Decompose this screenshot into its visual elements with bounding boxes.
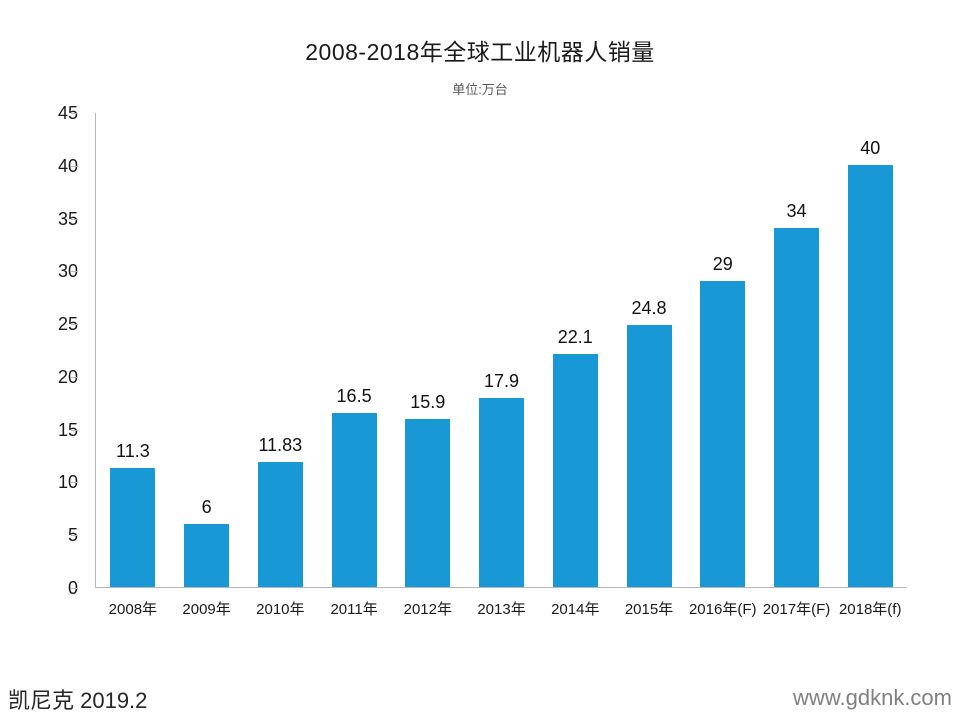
website-url: www.gdknk.com [793, 685, 952, 710]
x-tick-label: 2014年 [551, 601, 600, 618]
bar [331, 412, 377, 587]
y-tick-mark [71, 376, 78, 378]
bar [405, 419, 451, 587]
bar-value-label: 34 [786, 201, 807, 222]
bar-slot: 29 [686, 113, 760, 587]
bar-value-label: 40 [860, 137, 881, 158]
bar [700, 280, 746, 587]
y-tick-mark [71, 324, 78, 326]
bar-value-label: 11.83 [258, 435, 303, 456]
y-tick-label: 40 [57, 155, 78, 176]
y-tick-label: 35 [57, 208, 78, 229]
y-tick-mark [71, 218, 78, 220]
bar-slot: 11.3 [96, 113, 170, 587]
y-tick-mark [71, 535, 78, 537]
bar-slot: 11.83 [243, 113, 317, 587]
y-tick-label: 20 [57, 366, 78, 387]
x-tick-label: 2017年(F) [762, 601, 831, 618]
bars-container: 11.3 6 11.83 16.5 15.9 17.9 22.1 24.8 29 34 40 [96, 113, 907, 587]
brand-text: 凯尼克 2019.2 [8, 688, 148, 713]
bar-slot: 16.5 [317, 113, 391, 587]
bar-value-label: 22.1 [557, 326, 593, 347]
y-tick-mark [71, 482, 78, 484]
bar-value-label: 11.3 [116, 440, 150, 461]
y-tick-label: 10 [57, 472, 78, 493]
x-tick-label: 2018年(f) [838, 601, 902, 618]
x-tick-label: 2016年(F) [688, 601, 757, 618]
y-tick-label: 15 [57, 419, 78, 440]
bar [773, 228, 819, 587]
y-axis: 0 5 10 15 20 25 30 35 40 45 [26, 104, 78, 597]
bar-slot: 22.1 [538, 113, 612, 587]
bar-slot: 15.9 [391, 113, 465, 587]
y-tick-label: 25 [57, 314, 78, 335]
bar-slot: 6 [170, 113, 244, 587]
bar [110, 467, 156, 587]
bar [184, 523, 230, 587]
bar [552, 353, 598, 587]
bar-value-label: 29 [712, 253, 733, 274]
bar-value-label: 15.9 [410, 392, 446, 413]
bar-slot: 34 [760, 113, 834, 587]
y-tick-mark [71, 429, 78, 431]
x-tick-label: 2009年 [182, 601, 231, 618]
x-axis-labels: 2008年 2009年 2010年 2011年 2012年 2013年 2014年 2015年… [96, 598, 907, 619]
bar-value-label: 16.5 [336, 385, 372, 406]
bar-value-label: 17.9 [484, 371, 520, 392]
bar-value-label: 24.8 [631, 298, 667, 319]
bar-slot: 24.8 [612, 113, 686, 587]
x-tick-label: 2012年 [403, 601, 452, 618]
y-tick-mark [71, 113, 78, 114]
bar-slot: 17.9 [465, 113, 539, 587]
chart-title: 2008-2018年全球工业机器人销量 [305, 39, 655, 65]
bar-slot: 40 [833, 113, 907, 587]
x-tick-label: 2010年 [256, 601, 305, 618]
x-tick-label: 2013年 [477, 601, 526, 618]
y-tick-mark [71, 271, 78, 273]
bar [847, 164, 893, 587]
y-tick-mark [71, 588, 78, 589]
chart-subtitle: 单位:万台 [452, 82, 508, 97]
bar [626, 325, 672, 587]
bar [257, 462, 303, 587]
y-tick-label: 45 [57, 103, 78, 123]
y-tick-mark [71, 165, 78, 167]
x-tick-label: 2011年 [330, 601, 378, 618]
x-tick-label: 2015年 [624, 601, 674, 618]
x-tick-label: 2008年 [108, 601, 158, 618]
plot-area: 0 5 10 15 20 25 30 35 40 45 11.3 6 11.83 16.5 15.9 17.… [58, 104, 907, 618]
y-tick-label: 30 [57, 261, 78, 282]
bar [479, 398, 525, 587]
bar-value-label: 6 [201, 496, 212, 517]
